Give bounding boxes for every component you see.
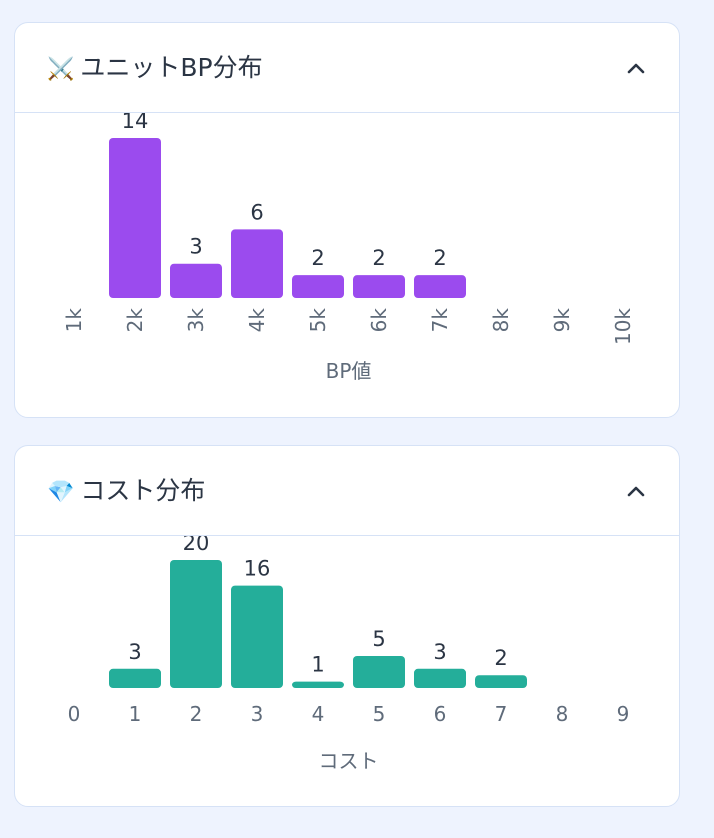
chevron-up-icon xyxy=(627,63,645,74)
x-tick-4: 4 xyxy=(312,702,325,726)
cost-card-header[interactable]: 💎 コスト分布 xyxy=(15,446,679,536)
data-label-3: 16 xyxy=(244,557,271,581)
data-label-5k: 2 xyxy=(311,246,324,270)
data-label-6k: 2 xyxy=(372,246,385,270)
x-tick-6k: 6k xyxy=(367,308,391,333)
data-label-2: 20 xyxy=(183,536,210,555)
data-label-1: 3 xyxy=(128,640,141,664)
cost-distribution-card: 💎 コスト分布 0 3 1 20 2 16 3 1 4 5 5 3 6 2 7 8 9 コスト xyxy=(14,445,680,807)
data-label-4k: 6 xyxy=(250,200,263,224)
x-tick-9: 9 xyxy=(617,702,630,726)
bp-card-header[interactable]: ⚔️ ユニットBP分布 xyxy=(15,23,679,113)
data-label-2k: 14 xyxy=(122,113,149,133)
data-label-4: 1 xyxy=(311,653,324,677)
x-tick-8k: 8k xyxy=(489,308,513,333)
data-label-6: 3 xyxy=(433,640,446,664)
x-tick-5k: 5k xyxy=(306,308,330,333)
x-tick-4k: 4k xyxy=(245,308,269,333)
x-tick-7k: 7k xyxy=(428,308,452,333)
crossed-swords-icon: ⚔️ xyxy=(47,57,75,82)
data-label-7: 2 xyxy=(494,646,507,670)
bar-1[interactable] xyxy=(109,668,161,688)
bar-7k[interactable] xyxy=(414,275,466,298)
bar-2k[interactable] xyxy=(109,138,161,298)
x-tick-0: 0 xyxy=(68,702,81,726)
bar-5[interactable] xyxy=(353,656,405,688)
x-tick-7: 7 xyxy=(495,702,508,726)
bar-5k[interactable] xyxy=(292,275,344,298)
bar-4[interactable] xyxy=(292,681,344,688)
bar-6k[interactable] xyxy=(353,275,405,298)
x-tick-6: 6 xyxy=(434,702,447,726)
x-tick-9k: 9k xyxy=(550,308,574,333)
x-axis-label: BP値 xyxy=(326,359,372,383)
bp-distribution-card: ⚔️ ユニットBP分布 1k 14 2k 3 3k 6 4k 2 5k 2 6k 2 7k 8k 9k 10k B… xyxy=(14,22,680,418)
bp-card-title-text: ユニットBP分布 xyxy=(80,53,263,82)
x-tick-2: 2 xyxy=(190,702,203,726)
bp-bar-chart: 1k 14 2k 3 3k 6 4k 2 5k 2 6k 2 7k 8k 9k 10k BP値 xyxy=(62,113,635,383)
bar-3[interactable] xyxy=(231,585,283,688)
bp-collapse-button[interactable] xyxy=(619,51,653,85)
bar-2[interactable] xyxy=(170,560,222,688)
x-tick-3: 3 xyxy=(251,702,264,726)
x-tick-1k: 1k xyxy=(62,308,86,333)
cost-collapse-button[interactable] xyxy=(619,474,653,508)
x-tick-10k: 10k xyxy=(611,308,635,345)
x-tick-3k: 3k xyxy=(184,308,208,333)
cost-card-title: 💎 コスト分布 xyxy=(47,474,205,510)
cost-bar-chart: 0 3 1 20 2 16 3 1 4 5 5 3 6 2 7 8 9 コスト xyxy=(68,536,630,773)
bar-3k[interactable] xyxy=(170,263,222,298)
gem-icon: 💎 xyxy=(47,480,75,505)
chevron-up-icon xyxy=(627,486,645,497)
x-tick-2k: 2k xyxy=(123,308,147,333)
data-label-5: 5 xyxy=(372,627,385,651)
bar-6[interactable] xyxy=(414,668,466,688)
x-axis-label: コスト xyxy=(319,749,379,773)
bar-4k[interactable] xyxy=(231,229,283,298)
x-tick-1: 1 xyxy=(129,702,142,726)
cost-card-title-text: コスト分布 xyxy=(80,476,206,505)
data-label-7k: 2 xyxy=(433,246,446,270)
data-label-3k: 3 xyxy=(189,235,202,259)
x-tick-8: 8 xyxy=(556,702,569,726)
bp-card-title: ⚔️ ユニットBP分布 xyxy=(47,51,263,87)
bar-7[interactable] xyxy=(475,675,527,688)
x-tick-5: 5 xyxy=(373,702,386,726)
